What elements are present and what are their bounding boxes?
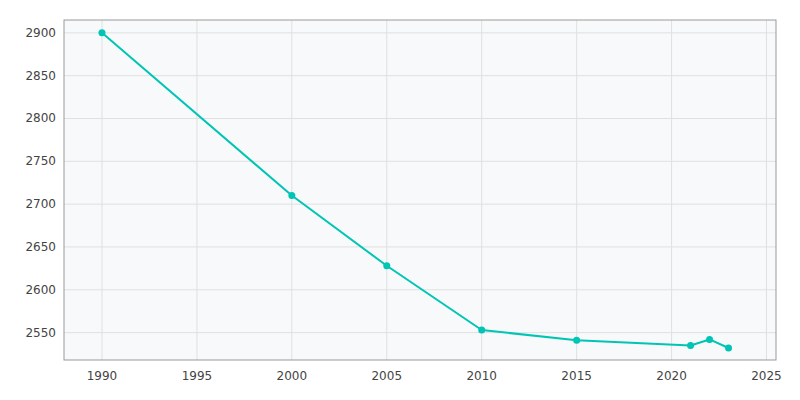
data-point <box>573 337 580 344</box>
y-tick-label: 2900 <box>25 26 56 40</box>
grid-line-y <box>64 75 776 76</box>
data-point <box>98 29 105 36</box>
data-point <box>725 345 732 352</box>
grid-line-y <box>64 246 776 247</box>
y-tick-label: 2750 <box>25 154 56 168</box>
x-tick-label: 2000 <box>277 369 308 383</box>
plot-area <box>98 29 732 351</box>
y-tick-label: 2800 <box>25 111 56 125</box>
y-tick-label: 2650 <box>25 240 56 254</box>
grid-line-x <box>386 20 387 360</box>
series-line <box>102 33 729 348</box>
x-tick-label: 2020 <box>656 369 687 383</box>
data-point <box>478 327 485 334</box>
x-tick-label: 2005 <box>371 369 402 383</box>
x-tick-label: 2025 <box>751 369 782 383</box>
grid <box>64 20 776 360</box>
grid-line-x <box>291 20 292 360</box>
y-tick-label: 2700 <box>25 197 56 211</box>
grid-line-y <box>64 204 776 205</box>
grid-line-y <box>64 32 776 33</box>
grid-line-x <box>766 20 767 360</box>
data-point <box>687 342 694 349</box>
x-tick-label: 2015 <box>561 369 592 383</box>
grid-line-y <box>64 118 776 119</box>
data-point <box>383 262 390 269</box>
data-point <box>706 336 713 343</box>
chart-container: 1990 1995 2000 2005 2010 2015 2020 2025 2550 2600… <box>0 0 800 400</box>
grid-line-x <box>481 20 482 360</box>
grid-line-y <box>64 161 776 162</box>
y-tick-label: 2550 <box>25 326 56 340</box>
grid-line-x <box>671 20 672 360</box>
x-tick-label: 1990 <box>87 369 118 383</box>
y-tick-label: 2850 <box>25 69 56 83</box>
plot-background <box>64 20 776 360</box>
grid-line-x <box>576 20 577 360</box>
y-tick-label: 2600 <box>25 283 56 297</box>
grid-line-x <box>101 20 102 360</box>
grid-line-x <box>196 20 197 360</box>
x-tick-label: 1995 <box>182 369 213 383</box>
data-point <box>288 192 295 199</box>
x-tick-label: 2010 <box>466 369 497 383</box>
chart: 1990 1995 2000 2005 2010 2015 2020 2025 2550 2600… <box>0 0 800 400</box>
tick-labels: 1990 1995 2000 2005 2010 2015 2020 2025 2550 2600… <box>25 26 781 383</box>
grid-line-y <box>64 332 776 333</box>
plot-frame <box>64 20 776 360</box>
